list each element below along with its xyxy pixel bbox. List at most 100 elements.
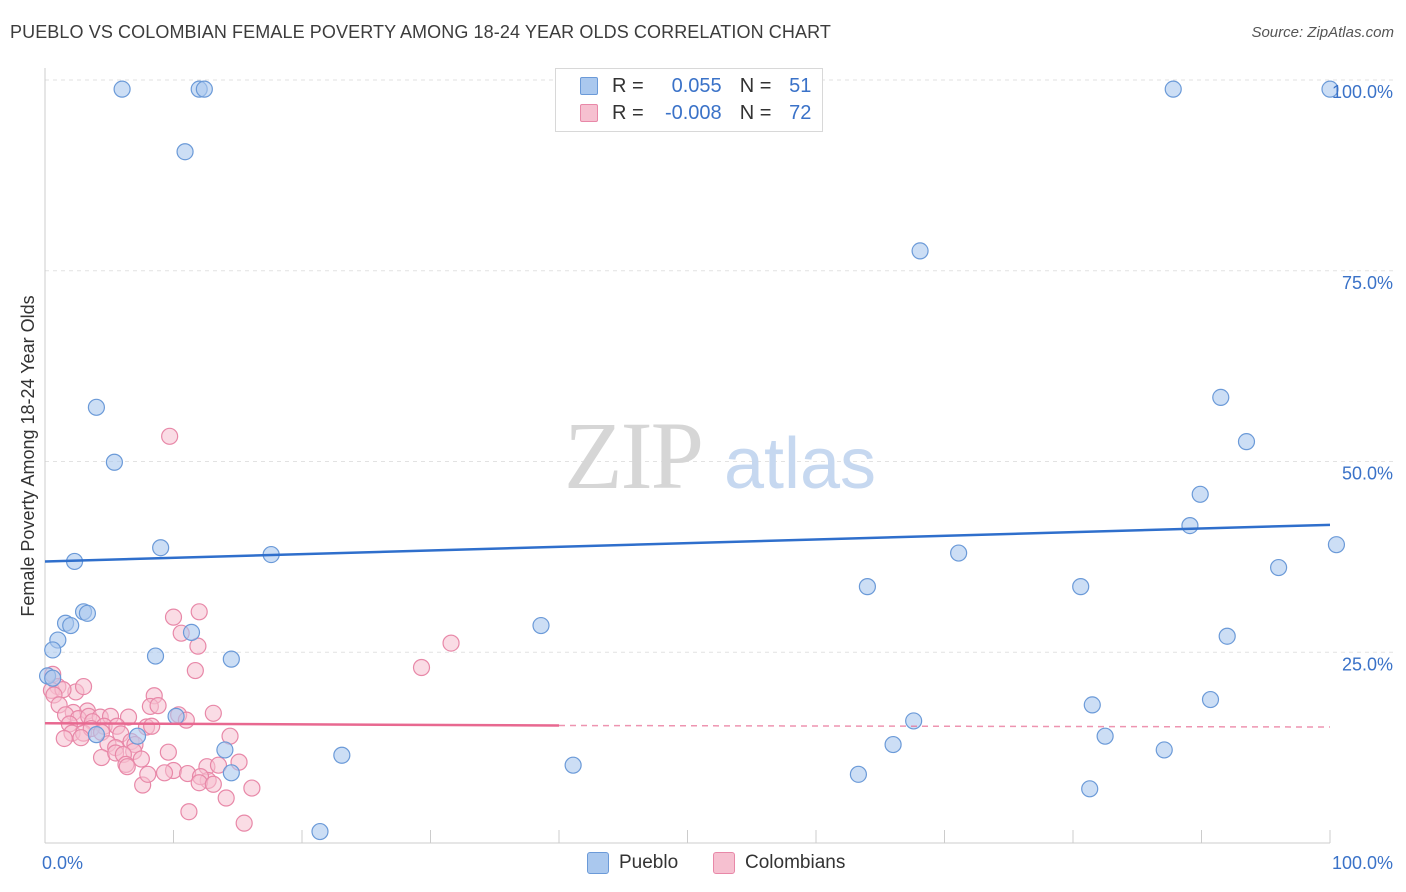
- colombians-point-6: [186, 661, 204, 680]
- legend-row-pueblo: R = 0.055 N = 51: [580, 74, 811, 98]
- colombians-point-59: [155, 764, 174, 782]
- pueblo-r-value: 0.055: [671, 74, 722, 97]
- pueblo-point-20: [1072, 578, 1090, 596]
- colombians-point-70: [209, 756, 228, 774]
- y-tick-label-100: 100.0%: [1332, 82, 1393, 102]
- colombians-point-20: [204, 704, 222, 722]
- colombians-trend-extension: [558, 724, 1331, 728]
- pueblo-n-label: N =: [739, 74, 772, 97]
- pueblo-point-30: [44, 641, 62, 659]
- pueblo-point-6: [176, 143, 194, 161]
- legend-item-pueblo[interactable]: Pueblo: [587, 852, 678, 874]
- y-tick-label-75: 75.0%: [1342, 273, 1393, 293]
- pueblo-point-38: [905, 712, 923, 730]
- pueblo-point-0: [113, 80, 131, 98]
- colombians-swatch: [580, 104, 598, 122]
- series-legend: Pueblo Colombians: [0, 852, 1406, 878]
- colombians-r-value: -0.008: [664, 101, 722, 124]
- pueblo-point-17: [1327, 536, 1346, 554]
- colombians-point-71: [74, 677, 93, 696]
- pueblo-point-34: [44, 669, 62, 687]
- colombians-point-28: [119, 708, 138, 726]
- pueblo-point-21: [858, 578, 877, 596]
- pueblo-point-47: [222, 764, 240, 782]
- legend-row-colombians: R = -0.008 N = 72: [580, 101, 811, 125]
- colombians-point-8: [412, 658, 431, 677]
- colombians-point-19: [149, 697, 167, 715]
- watermark: ZIP atlas: [564, 402, 876, 509]
- pueblo-point-46: [564, 756, 582, 774]
- colombians-point-1: [190, 603, 208, 621]
- pueblo-point-40: [128, 727, 147, 745]
- pueblo-point-39: [87, 726, 106, 744]
- colombians-point-2: [164, 608, 183, 626]
- colombians-r-label: R =: [612, 101, 644, 124]
- colombians-point-64: [243, 779, 261, 797]
- colombians-point-67: [180, 803, 198, 821]
- colombians-point-34: [143, 717, 161, 735]
- y-axis-label: Female Poverty Among 18-24 Year Olds: [18, 295, 38, 616]
- pueblo-point-11: [105, 453, 123, 471]
- colombians-n-label: N =: [739, 101, 772, 124]
- axes: [44, 68, 1331, 844]
- colombians-point-4: [189, 637, 207, 655]
- pueblo-point-37: [167, 707, 185, 725]
- tick-labels: 25.0% 50.0% 75.0% 100.0% 0.0% 100.0%: [42, 82, 1393, 873]
- colombians-point-62: [190, 774, 208, 792]
- pueblo-point-23: [78, 604, 97, 622]
- colombians-n-value: 72: [789, 101, 812, 124]
- grid-lines: [45, 79, 1395, 653]
- legend-item-colombians[interactable]: Colombians: [713, 852, 845, 874]
- pueblo-point-42: [1096, 727, 1114, 745]
- pueblo-point-8: [1212, 388, 1230, 407]
- pueblo-point-2: [195, 80, 213, 98]
- pueblo-point-50: [311, 822, 329, 841]
- colombians-point-40: [55, 729, 73, 748]
- colombians-point-52: [132, 750, 150, 768]
- pueblo-point-32: [222, 650, 240, 668]
- pueblo-swatch: [580, 77, 598, 95]
- pueblo-trend-line: [44, 523, 1331, 563]
- pueblo-point-48: [849, 765, 868, 783]
- pueblo-point-15: [152, 539, 170, 557]
- pueblo-point-29: [182, 623, 201, 642]
- pueblo-point-19: [1269, 558, 1288, 577]
- pueblo-n-value: 51: [789, 74, 812, 97]
- colombians-point-42: [72, 729, 90, 747]
- pueblo-point-27: [532, 616, 550, 635]
- pueblo-point-7: [911, 242, 929, 260]
- pueblo-point-12: [1191, 485, 1209, 503]
- pueblo-point-13: [1181, 516, 1199, 535]
- pueblo-point-9: [1237, 433, 1256, 451]
- colombians-point-66: [217, 789, 235, 807]
- legend-pueblo-swatch: [587, 852, 609, 874]
- colombians-point-60: [118, 758, 136, 776]
- pueblo-point-25: [62, 616, 80, 635]
- colombians-point-69: [139, 765, 157, 783]
- source-label: Source: ZipAtlas.com: [1251, 24, 1394, 41]
- colombians-point-0: [161, 427, 179, 445]
- watermark-zip: ZIP: [564, 402, 702, 509]
- pueblo-point-36: [1083, 696, 1101, 714]
- pueblo-point-35: [1201, 690, 1220, 709]
- pueblo-point-31: [146, 647, 165, 665]
- colombians-trend-line: [44, 721, 560, 727]
- pueblo-point-4: [1164, 80, 1182, 98]
- x-tick-label-100: 100.0%: [1332, 853, 1393, 873]
- pueblo-point-18: [950, 544, 968, 562]
- trend-lines: [44, 523, 1331, 728]
- y-tick-label-25: 25.0%: [1342, 654, 1393, 674]
- pueblo-point-41: [884, 735, 902, 754]
- colombians-points: [42, 427, 460, 832]
- colombians-point-68: [235, 814, 253, 832]
- x-tick-label-0: 0.0%: [42, 853, 83, 873]
- legend-pueblo-label: Pueblo: [619, 852, 679, 873]
- pueblo-point-28: [1218, 627, 1236, 645]
- pueblo-r-label: R =: [612, 74, 644, 97]
- chart-title: PUEBLO VS COLOMBIAN FEMALE POVERTY AMONG…: [10, 22, 831, 42]
- colombians-point-48: [159, 743, 177, 761]
- pueblo-point-43: [1155, 741, 1173, 759]
- y-tick-label-50: 50.0%: [1342, 464, 1393, 484]
- legend-colombians-swatch: [713, 852, 735, 874]
